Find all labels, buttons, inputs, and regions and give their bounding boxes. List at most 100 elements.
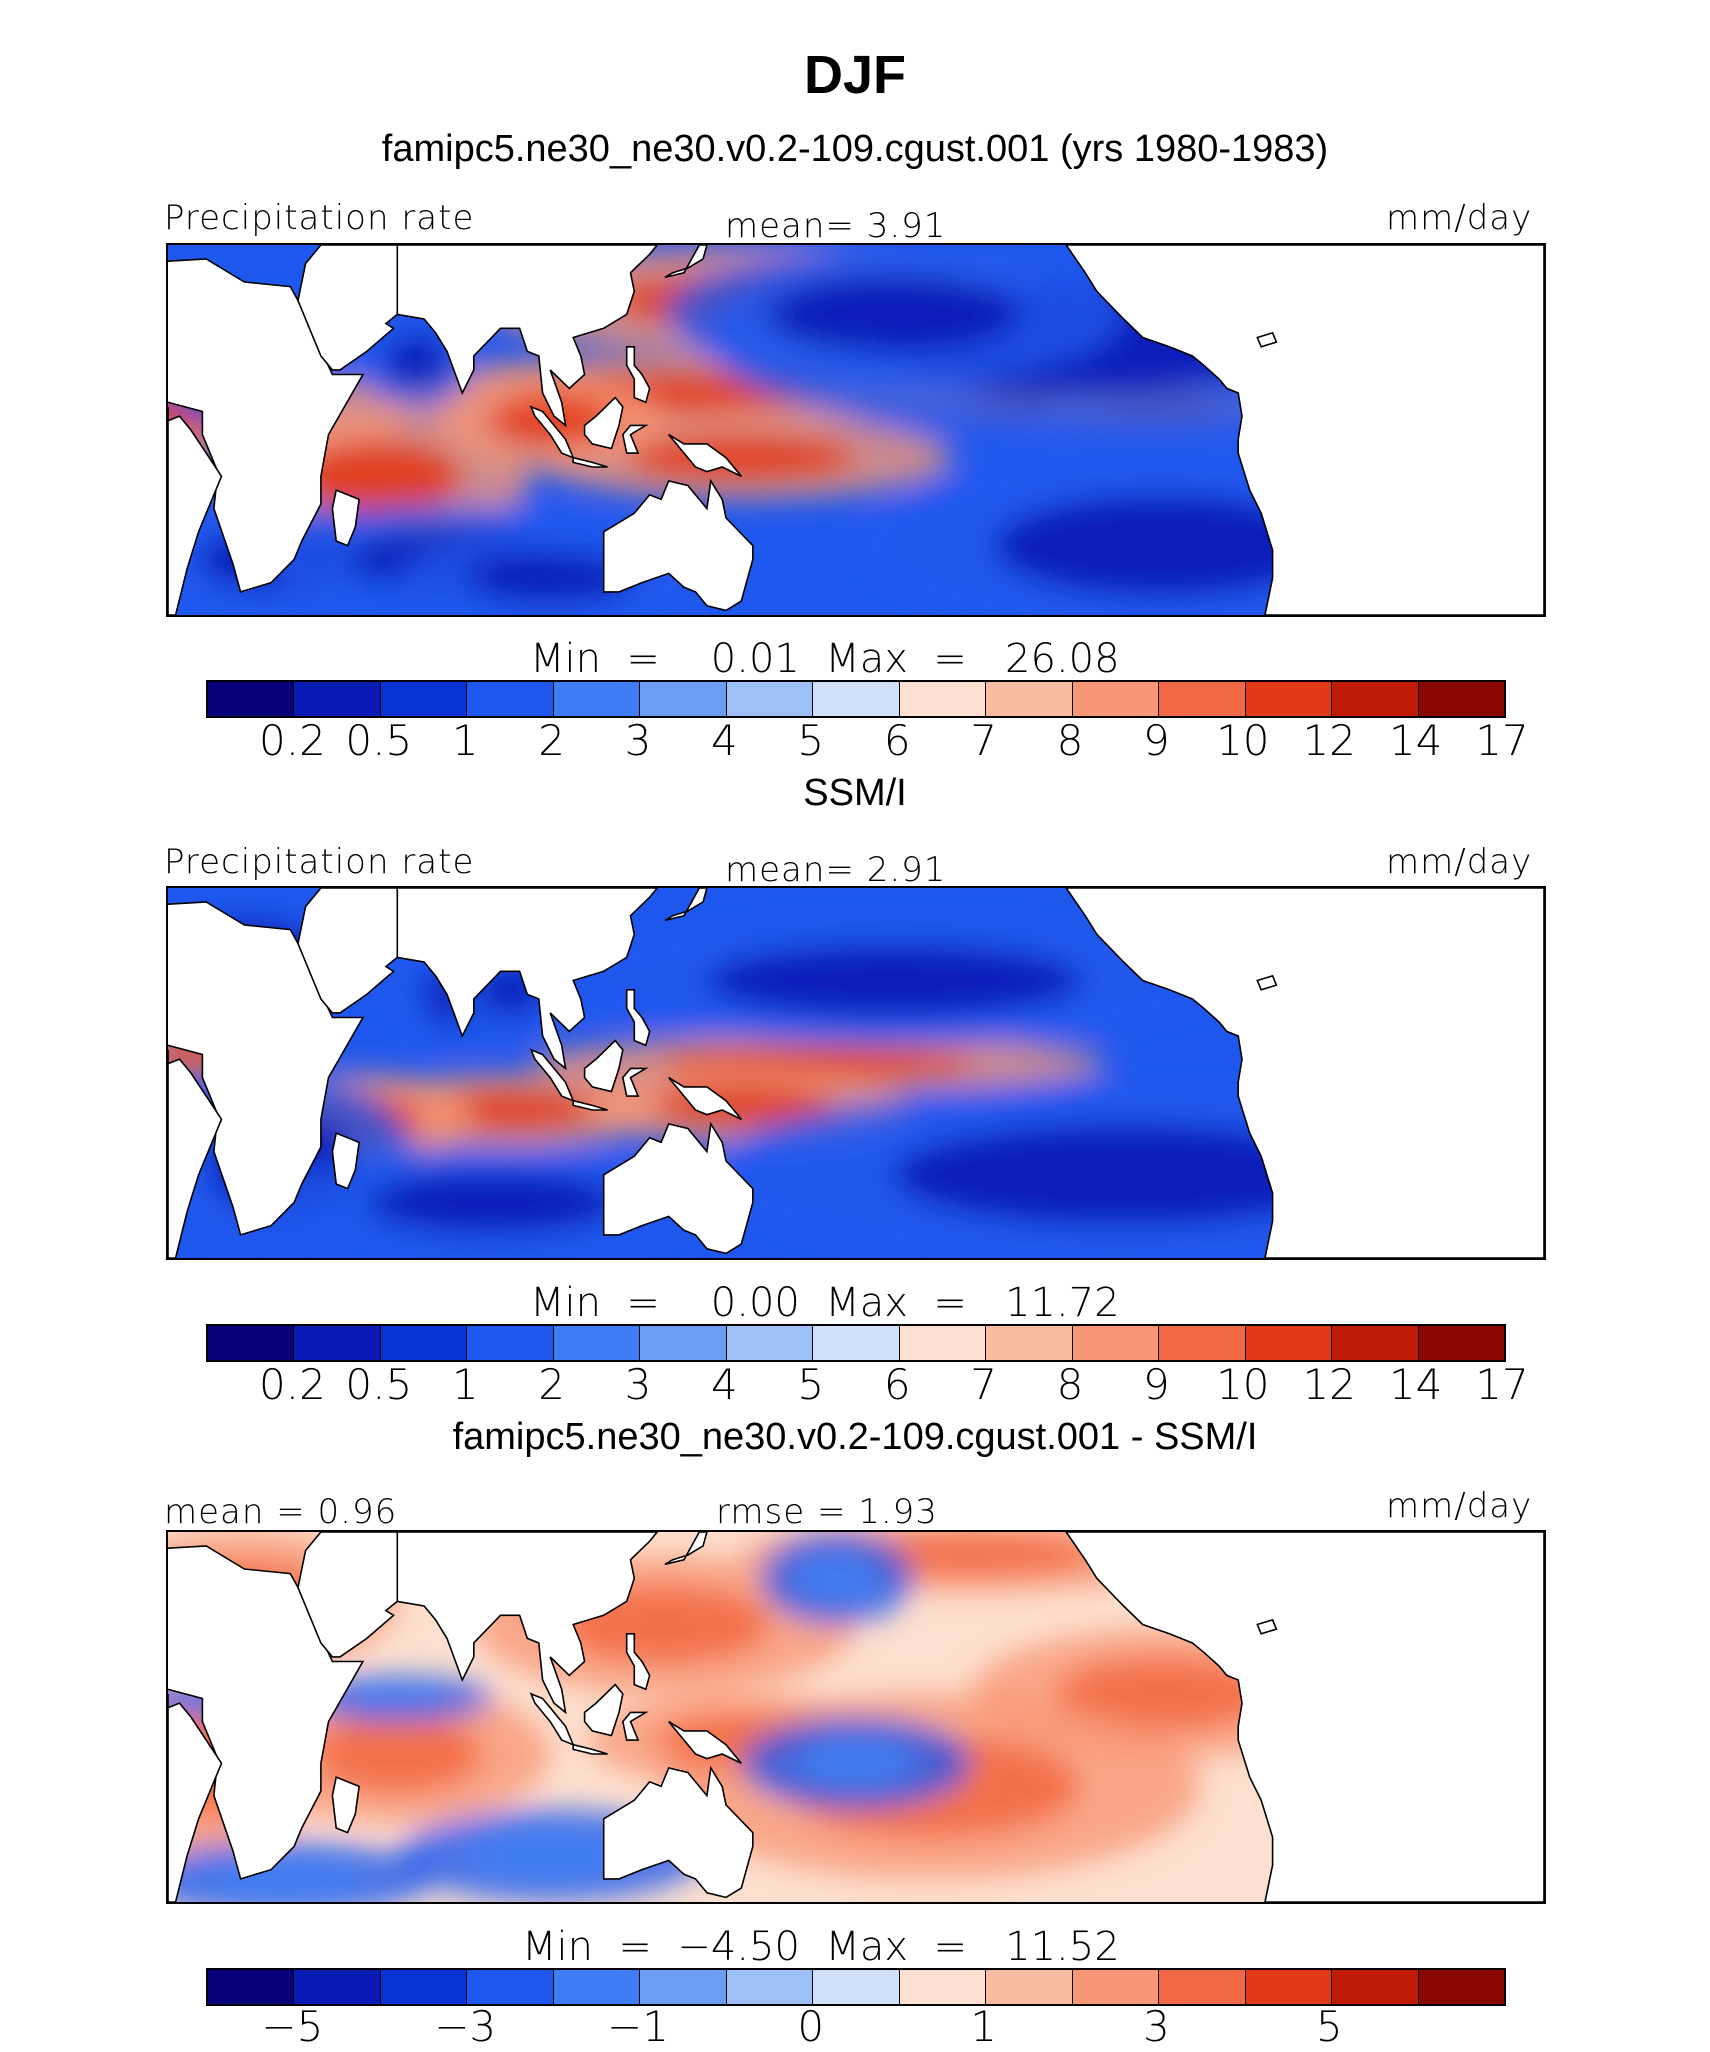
colorbar-swatch	[1332, 1326, 1419, 1360]
colorbar-swatch	[380, 682, 468, 716]
colorbar-tick-label: 12	[1302, 1360, 1356, 1409]
land-mass	[1065, 1532, 1544, 1902]
colorbar-swatch	[1418, 682, 1505, 716]
panel2-map	[166, 886, 1546, 1260]
colorbar-swatch	[640, 1326, 727, 1360]
colorbar-tick-label: 1	[970, 2002, 997, 2051]
panel3-title: famipc5.ne30_ne30.v0.2-109.cgust.001 - S…	[452, 1416, 1258, 1458]
panel1-colorbar-ticks: 0.2 0.5 1 2 3 4 5 6 7 8 9 10 12 14 17	[206, 716, 1529, 766]
colorbar-tick-label: 10	[1216, 1360, 1270, 1409]
dry-anomaly-region	[768, 276, 1021, 353]
land-mass	[168, 1545, 365, 1880]
colorbar-swatch	[467, 1326, 554, 1360]
land-mass	[168, 1702, 223, 1902]
land-mass	[572, 456, 608, 468]
panel1-mean-label: mean= 3.91	[725, 206, 947, 246]
colorbar-swatch	[1072, 1970, 1160, 2004]
colorbar-swatch	[986, 682, 1073, 716]
wet-anomaly-region	[1056, 1658, 1267, 1730]
colorbar-tick-label: 6	[883, 1360, 911, 1409]
colorbar-swatch	[1418, 1970, 1505, 2004]
land-mass	[529, 405, 575, 460]
land-mass	[583, 1683, 624, 1737]
panel3-units-label: mm/day	[1386, 1486, 1533, 1526]
land-mass	[331, 1131, 360, 1190]
panel1-minmax: Min = 0.01 Max = 26.08	[530, 636, 1120, 682]
land-mass	[396, 888, 659, 1071]
land-mass	[664, 888, 708, 922]
panel1-colorbar	[206, 680, 1506, 718]
panel1-variable-label: Precipitation rate	[164, 198, 475, 238]
colorbar-swatch	[208, 682, 295, 716]
wet-anomaly-region	[313, 1715, 482, 1793]
dry-anomaly-region	[384, 335, 448, 387]
colorbar-swatch	[1072, 1326, 1160, 1360]
panel3-rmse-label: rmse = 1.93	[716, 1492, 938, 1532]
colorbar-swatch	[813, 1326, 900, 1360]
colorbar-tick-label: 3	[1143, 2002, 1170, 2051]
land-mass	[625, 346, 651, 404]
colorbar-swatch	[1332, 1970, 1419, 2004]
colorbar-tick-label: 9	[1143, 716, 1170, 765]
land-mass	[664, 245, 708, 279]
land-mass	[1256, 1618, 1278, 1635]
wet-anomaly-region	[625, 434, 857, 481]
colorbar-swatch	[294, 1326, 381, 1360]
land-mass	[297, 888, 399, 1014]
colorbar-tick-label: −5	[261, 2002, 324, 2051]
figure-title: DJF	[803, 45, 906, 105]
land-mass	[625, 989, 651, 1047]
land-mass	[621, 1711, 649, 1741]
panel2-colorbar	[206, 1324, 1506, 1362]
colorbar-tick-label: 3	[624, 1360, 652, 1409]
panel3-colorbar-ticks: −5 −3 −1 0 1 3 5	[206, 2002, 1502, 2052]
panel3-map	[166, 1530, 1546, 1904]
colorbar-tick-label: 8	[1056, 716, 1084, 765]
land-mass	[668, 433, 742, 478]
land-mass	[572, 1743, 608, 1755]
dry-anomaly-region	[344, 1685, 450, 1712]
colorbar-tick-label: 5	[797, 716, 825, 765]
land-mass	[583, 396, 624, 450]
land-mass	[168, 901, 365, 1236]
colorbar-tick-label: 0.5	[345, 716, 413, 765]
panel1-map	[166, 243, 1546, 617]
colorbar-swatch	[1418, 1326, 1505, 1360]
colorbar-swatch	[1245, 1970, 1333, 2004]
dry-anomaly-region	[705, 944, 1084, 1017]
colorbar-swatch	[986, 1970, 1073, 2004]
dry-anomaly-region	[466, 1830, 635, 1882]
land-mass	[602, 1765, 754, 1899]
colorbar-tick-label: 17	[1475, 1360, 1529, 1409]
colorbar-tick-label: 0	[797, 2002, 825, 2051]
land-mass	[331, 1775, 360, 1834]
panel2-title: SSM/I	[803, 772, 907, 814]
colorbar-swatch	[1159, 682, 1246, 716]
land-mass	[297, 245, 399, 371]
colorbar-swatch	[208, 1970, 295, 2004]
panel1-title: famipc5.ne30_ne30.v0.2-109.cgust.001 (yr…	[381, 128, 1329, 170]
colorbar-swatch	[813, 1970, 900, 2004]
land-mass	[602, 478, 754, 612]
land-mass	[583, 1039, 624, 1093]
colorbar-tick-label: 1	[451, 1360, 479, 1409]
colorbar-tick-label: 2	[538, 1360, 565, 1409]
colorbar-swatch	[294, 682, 381, 716]
colorbar-tick-label: 7	[970, 716, 997, 765]
colorbar-swatch	[813, 682, 900, 716]
land-mass	[664, 1532, 708, 1566]
colorbar-swatch	[640, 1970, 727, 2004]
panel1-units-label: mm/day	[1386, 198, 1533, 238]
land-mass	[1256, 974, 1278, 991]
dry-anomaly-region	[892, 1123, 1355, 1226]
land-mass	[1256, 331, 1278, 348]
colorbar-swatch	[1332, 682, 1419, 716]
land-mass	[168, 258, 365, 593]
colorbar-swatch	[899, 682, 987, 716]
land-mass	[625, 1633, 651, 1691]
colorbar-tick-label: 10	[1216, 716, 1270, 765]
colorbar-swatch	[1245, 1326, 1333, 1360]
colorbar-tick-label: 5	[1315, 2002, 1343, 2051]
panel2-colorbar-ticks: 0.2 0.5 1 2 3 4 5 6 7 8 9 10 12 14 17	[206, 1360, 1529, 1410]
colorbar-tick-label: 5	[797, 1360, 825, 1409]
